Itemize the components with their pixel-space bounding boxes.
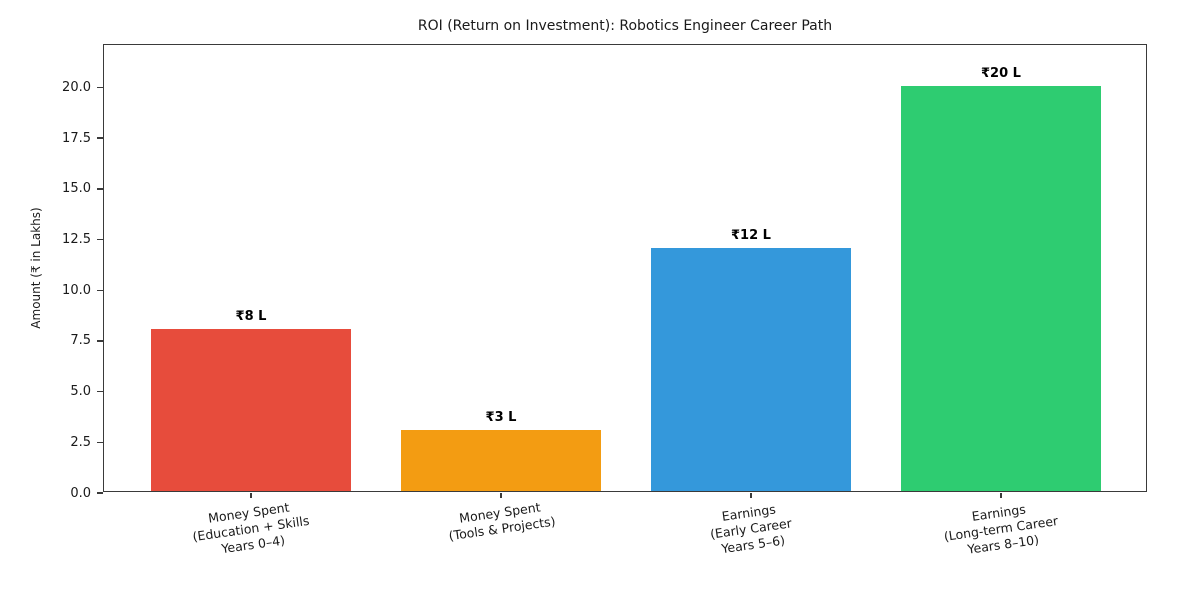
y-axis-label: Amount (₹ in Lakhs)	[29, 207, 43, 329]
bar	[901, 85, 1101, 491]
x-tick-mark	[250, 493, 252, 498]
chart-title: ROI (Return on Investment): Robotics Eng…	[417, 18, 833, 34]
y-tick-label: 10.0	[62, 282, 91, 298]
y-tick-label: 12.5	[62, 232, 91, 248]
y-tick-label: 2.5	[70, 434, 91, 450]
bar-value-label: ₹12 L	[731, 227, 771, 243]
y-tick-label: 7.5	[70, 333, 91, 349]
y-tick-mark	[97, 492, 103, 494]
y-tick-label: 20.0	[62, 80, 91, 96]
x-tick-mark	[750, 493, 752, 498]
bar-value-label: ₹3 L	[485, 410, 517, 426]
y-tick-mark	[97, 441, 103, 444]
bar-value-label: ₹8 L	[235, 308, 267, 324]
plot-area: ₹8 L Money Spent (Education + Skills Year…	[62, 44, 1147, 557]
y-tick-mark	[97, 289, 103, 292]
bar	[151, 328, 351, 491]
bar-value-label: ₹20 L	[981, 65, 1021, 81]
y-tick-label: 5.0	[70, 384, 91, 400]
y-tick-mark	[97, 137, 103, 139]
y-tick-label: 0.0	[70, 485, 91, 501]
bar	[401, 430, 601, 491]
y-tick-mark	[97, 86, 103, 89]
y-tick-label: 17.5	[62, 130, 91, 146]
x-tick-mark	[500, 493, 502, 498]
y-tick-mark	[97, 238, 103, 241]
bar	[651, 247, 851, 491]
y-tick-mark	[97, 188, 103, 190]
y-tick-label: 15.0	[62, 181, 91, 197]
y-tick-mark	[97, 340, 103, 342]
x-tick-mark	[1000, 493, 1002, 498]
y-tick-mark	[97, 390, 103, 393]
